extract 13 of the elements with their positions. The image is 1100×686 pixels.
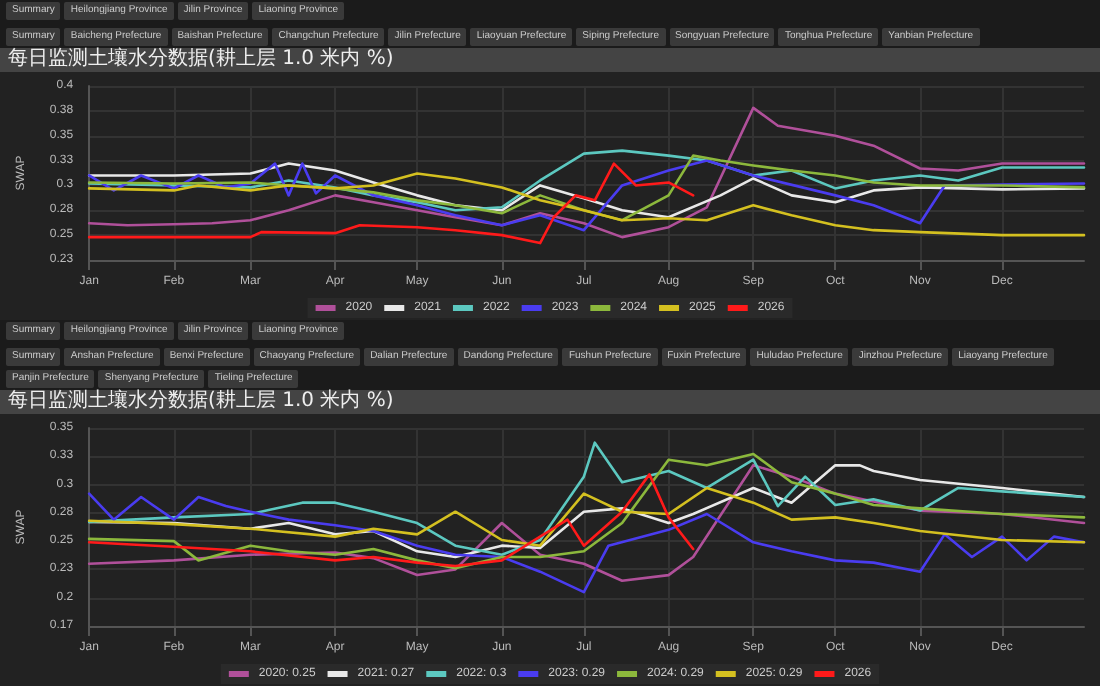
line-series bbox=[87, 492, 1086, 594]
line-series bbox=[87, 473, 695, 568]
line-series bbox=[87, 441, 1086, 557]
chart-title: 每日监测土壤水分数据(耕上层 1.0 米内 %) bbox=[0, 390, 1100, 414]
line-series bbox=[87, 172, 1086, 237]
line-series bbox=[87, 464, 1086, 583]
line-series bbox=[87, 452, 1086, 570]
line-series bbox=[87, 149, 1086, 212]
line-series bbox=[87, 159, 1086, 232]
line-series bbox=[87, 106, 1086, 239]
chart-title: 每日监测土壤水分数据(耕上层 1.0 米内 %) bbox=[0, 48, 1100, 72]
line-series bbox=[87, 486, 1086, 547]
line-series bbox=[87, 162, 695, 245]
